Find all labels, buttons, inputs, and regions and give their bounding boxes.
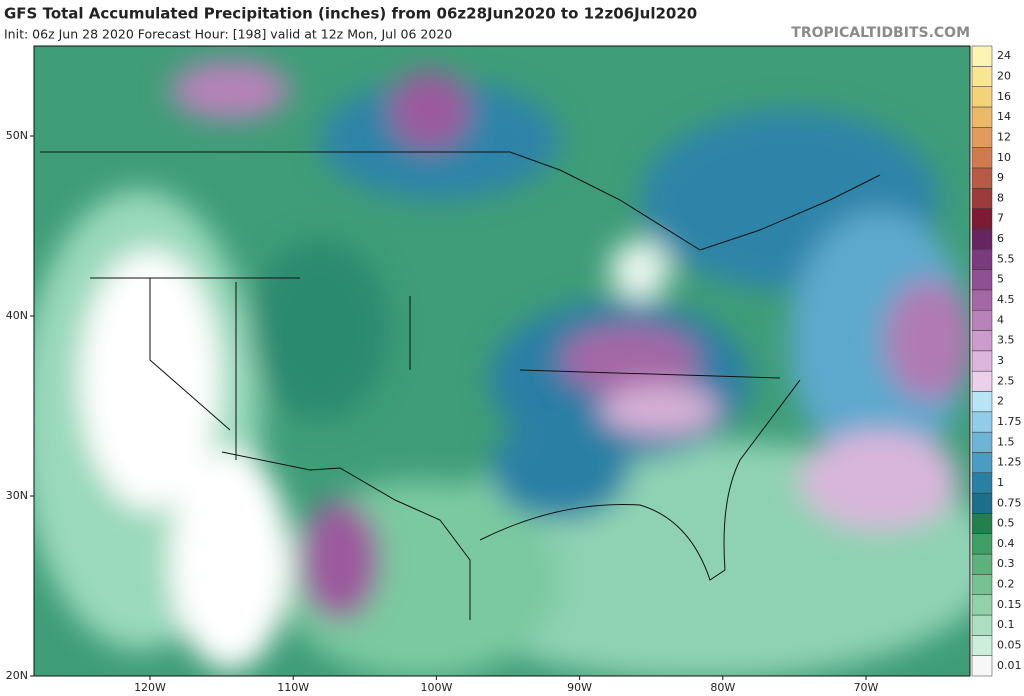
borders — [40, 151, 881, 620]
precip-field — [34, 46, 970, 676]
colorbar-swatch — [971, 309, 993, 331]
colorbar-label: 14 — [997, 110, 1011, 123]
colorbar-label: 0.5 — [997, 517, 1015, 530]
colorbar-swatch — [971, 147, 993, 169]
colorbar-label: 0.05 — [997, 639, 1022, 652]
gulf-coast — [479, 379, 801, 581]
colorbar-label: 0.3 — [997, 557, 1015, 570]
colorbar-swatch — [971, 574, 993, 595]
colorbar-label: 1.5 — [997, 435, 1015, 448]
colorbar-label: 5 — [997, 273, 1004, 286]
lon-label: 110W — [277, 681, 309, 694]
colorbar-swatch — [971, 452, 993, 474]
colorbar-swatch — [971, 45, 993, 67]
lon-label: 120W — [134, 681, 166, 694]
colorbar-swatch — [971, 614, 993, 636]
colorbar-swatch — [971, 655, 993, 677]
colorbar-label: 6 — [997, 232, 1004, 245]
colorbar-label: 1.25 — [997, 456, 1022, 469]
lat-label: 50N — [6, 129, 28, 142]
colorbar-swatch — [971, 472, 993, 494]
lat-label: 20N — [6, 669, 28, 682]
colorbar-swatch — [971, 106, 993, 128]
border-canada — [40, 151, 881, 251]
colorbar-label: 4.5 — [997, 293, 1015, 306]
colorbar-label: 5.5 — [997, 252, 1015, 265]
colorbar-label: 1.75 — [997, 415, 1022, 428]
title: GFS Total Accumulated Precipitation (inc… — [4, 5, 697, 23]
colorbar-label: 1 — [997, 476, 1004, 489]
colorbar-swatch — [971, 533, 993, 555]
axes: 50N 40N 30N 20N 120W 110W 100W 90W 80W 70W — [6, 129, 879, 694]
colorbar-swatch — [971, 553, 993, 575]
map-frame — [33, 45, 971, 677]
colorbar-label: 2 — [997, 395, 1004, 408]
colorbar-label: 0.75 — [997, 496, 1022, 509]
colorbar-label: 0.1 — [997, 618, 1015, 631]
colorbar-swatch — [971, 391, 993, 413]
colorbar-label: 20 — [997, 69, 1011, 82]
lon-label: 100W — [420, 681, 452, 694]
colorbar-label: 7 — [997, 212, 1004, 225]
colorbar-swatch — [971, 635, 993, 656]
colorbar-swatch — [971, 248, 993, 270]
colorbar: 0.01 0.05 0.1 0.15 0.2 0.3 0.4 0.5 0.75 1 1.25 1.5 1… — [971, 45, 1022, 677]
colorbar-label: 4 — [997, 313, 1004, 326]
lat-label: 40N — [6, 309, 28, 322]
colorbar-swatch — [971, 513, 993, 534]
lon-label: 80W — [710, 681, 735, 694]
colorbar-label: 0.01 — [997, 659, 1022, 672]
colorbar-swatch — [971, 350, 993, 372]
colorbar-swatch — [971, 188, 993, 209]
colorbar-label: 3 — [997, 354, 1004, 367]
colorbar-swatch — [971, 86, 993, 108]
colorbar-swatch — [971, 269, 993, 291]
colorbar-swatch — [971, 411, 993, 433]
colorbar-label: 16 — [997, 90, 1011, 103]
lon-label: 90W — [567, 681, 592, 694]
colorbar-label: 0.2 — [997, 578, 1015, 591]
colorbar-label: 12 — [997, 130, 1011, 143]
state-lines — [90, 277, 781, 460]
border-mexico — [221, 451, 471, 620]
colorbar-swatch — [971, 431, 993, 453]
colorbar-label: 2.5 — [997, 374, 1015, 387]
colorbar-label: 24 — [997, 49, 1011, 62]
colorbar-swatch — [971, 127, 993, 148]
colorbar-label: 0.4 — [997, 537, 1015, 550]
lat-label: 30N — [6, 489, 28, 502]
colorbar-label: 10 — [997, 151, 1011, 164]
colorbar-swatch — [971, 370, 993, 392]
colorbar-swatch — [971, 167, 993, 189]
colorbar-swatch — [971, 289, 993, 311]
lon-label: 70W — [854, 681, 879, 694]
colorbar-swatch — [971, 228, 993, 250]
colorbar-label: 3.5 — [997, 334, 1015, 347]
colorbar-swatch — [971, 492, 993, 514]
colorbar-label: 9 — [997, 171, 1004, 184]
colorbar-label: 0.15 — [997, 598, 1022, 611]
colorbar-swatch — [971, 66, 993, 87]
colorbar-swatch — [971, 208, 993, 230]
colorbar-label: 8 — [997, 191, 1004, 204]
colorbar-swatch — [971, 594, 993, 616]
watermark: TROPICALTIDBITS.COM — [791, 25, 970, 41]
colorbar-swatch — [971, 330, 993, 352]
subtitle: Init: 06z Jun 28 2020 Forecast Hour: [19… — [4, 27, 452, 42]
